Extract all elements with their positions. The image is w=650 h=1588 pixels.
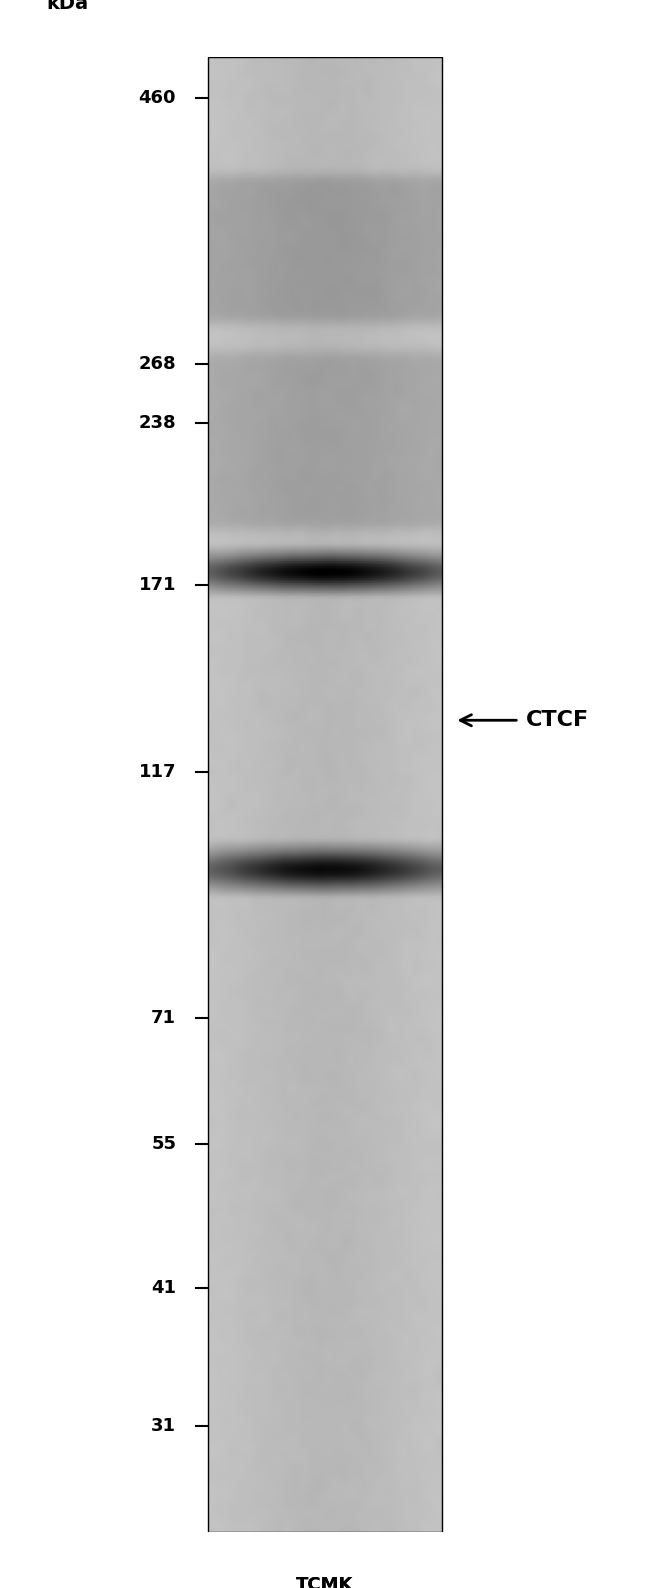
Text: 171: 171 <box>138 576 176 594</box>
Text: 55: 55 <box>151 1135 176 1153</box>
Text: CTCF: CTCF <box>526 710 589 730</box>
Text: kDa: kDa <box>47 0 89 13</box>
Text: 41: 41 <box>151 1280 176 1297</box>
Text: 238: 238 <box>138 413 176 432</box>
Text: 117: 117 <box>138 764 176 781</box>
Bar <box>209 57 441 1532</box>
Bar <box>280 1578 370 1588</box>
Text: TCMK: TCMK <box>296 1577 354 1588</box>
Text: 71: 71 <box>151 1008 176 1027</box>
Text: 268: 268 <box>138 356 176 373</box>
Text: TCMK: TCMK <box>296 1577 354 1588</box>
Text: 31: 31 <box>151 1416 176 1436</box>
Text: 460: 460 <box>138 89 176 106</box>
